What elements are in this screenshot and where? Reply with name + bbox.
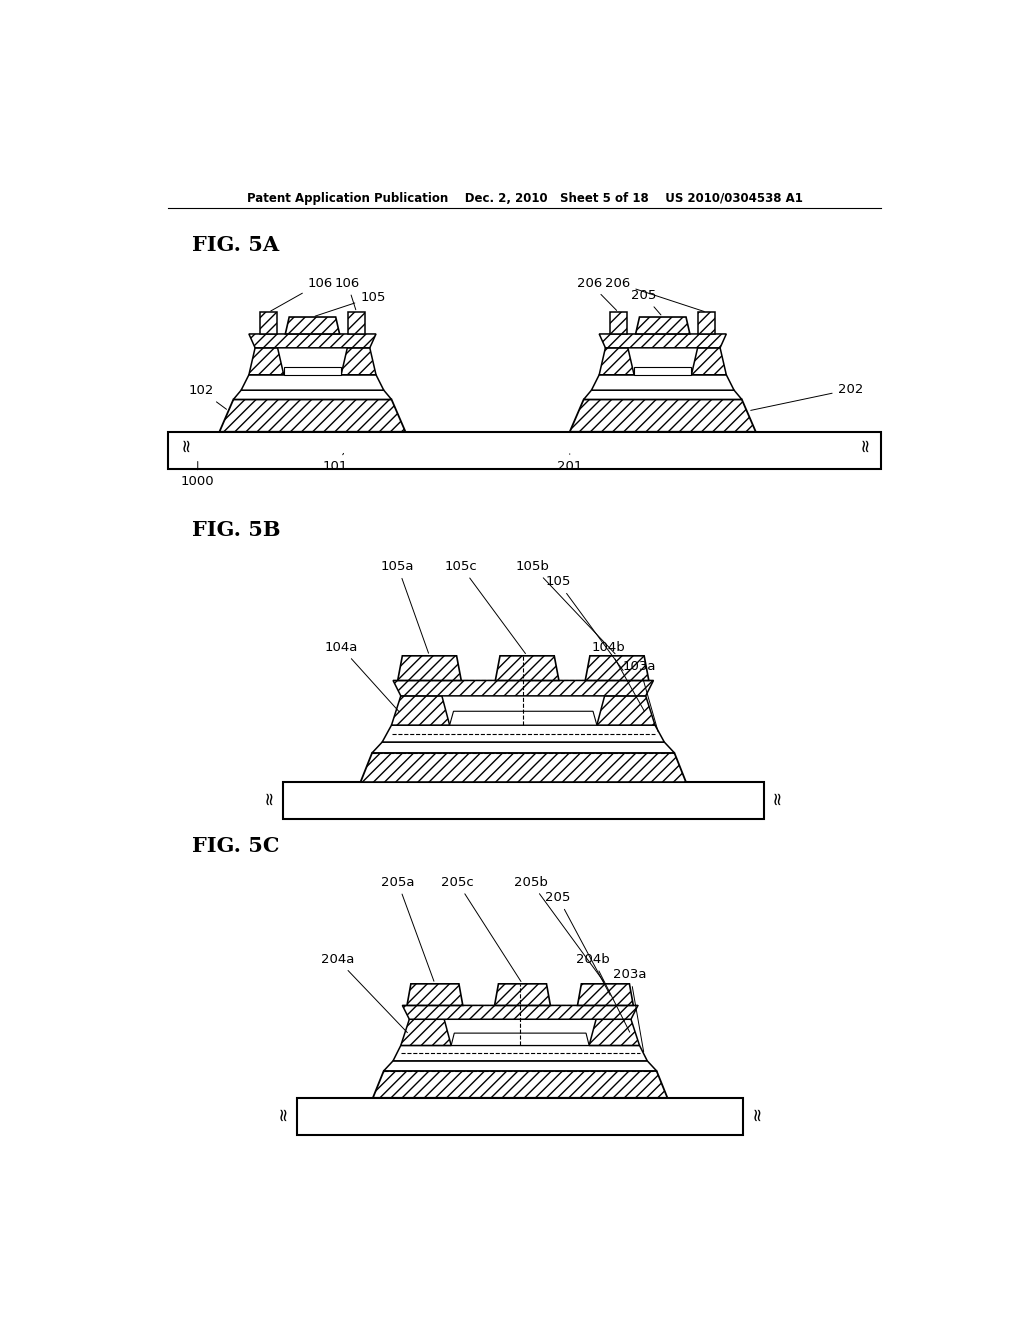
Polygon shape [402,1006,638,1019]
Polygon shape [589,1019,640,1045]
Polygon shape [360,752,686,781]
Polygon shape [341,348,376,375]
Bar [698,313,716,334]
Text: 205: 205 [546,891,610,995]
Polygon shape [233,391,391,400]
Text: 205c: 205c [441,875,521,982]
Polygon shape [382,725,665,742]
Polygon shape [450,711,597,725]
Polygon shape [373,1071,668,1098]
Polygon shape [634,367,691,375]
Bar [610,313,627,334]
Bar [283,781,764,818]
Polygon shape [496,656,559,681]
Text: Patent Application Publication    Dec. 2, 2010   Sheet 5 of 18    US 2010/030453: Patent Application Publication Dec. 2, 2… [247,191,803,205]
Text: ≈: ≈ [274,1106,292,1121]
Polygon shape [249,334,376,348]
Polygon shape [636,317,690,334]
Polygon shape [249,348,284,375]
Text: 202: 202 [751,383,863,411]
Text: ≈: ≈ [260,789,279,805]
Bar [168,432,882,469]
Text: 206: 206 [605,277,705,312]
Polygon shape [397,656,461,681]
Text: 206: 206 [578,277,616,310]
Polygon shape [592,375,734,391]
Text: FIG. 5C: FIG. 5C [191,836,280,855]
Polygon shape [391,696,450,725]
Text: 105a: 105a [381,560,429,653]
Text: 1000: 1000 [181,462,215,488]
Polygon shape [372,742,675,752]
Bar [297,1098,743,1135]
Polygon shape [384,1061,656,1071]
Polygon shape [586,656,649,681]
Text: 105: 105 [315,290,386,317]
Text: 106: 106 [270,277,333,312]
Polygon shape [691,348,726,375]
Text: 204b: 204b [577,953,630,1032]
Text: 101: 101 [323,453,348,473]
Text: 103a: 103a [623,660,658,731]
Text: 102: 102 [189,384,226,409]
Polygon shape [284,367,341,375]
Text: 205a: 205a [381,875,434,981]
Text: 106: 106 [335,277,360,310]
Text: 205b: 205b [514,875,604,982]
Bar [348,313,366,334]
Polygon shape [578,983,633,1006]
Text: 201: 201 [557,454,583,473]
Polygon shape [286,317,340,334]
Text: 105c: 105c [444,560,525,653]
Text: ≈: ≈ [857,437,874,453]
Polygon shape [452,1034,589,1045]
Polygon shape [393,1045,647,1061]
Polygon shape [219,400,406,432]
Text: 105: 105 [546,576,624,671]
Text: 105b: 105b [516,560,615,653]
Text: 203a: 203a [613,968,647,1052]
Polygon shape [584,391,741,400]
Text: 205: 205 [632,289,660,315]
Polygon shape [241,375,384,391]
Polygon shape [569,400,756,432]
Bar [260,313,276,334]
Text: ≈: ≈ [749,1106,766,1121]
Polygon shape [400,1019,452,1045]
Text: FIG. 5B: FIG. 5B [191,520,280,540]
Text: ≈: ≈ [768,789,786,805]
Text: FIG. 5A: FIG. 5A [191,235,279,255]
Polygon shape [599,348,634,375]
Polygon shape [597,696,655,725]
Text: 104b: 104b [592,640,644,711]
Polygon shape [407,983,463,1006]
Text: 104a: 104a [325,640,399,711]
Text: 204a: 204a [321,953,408,1032]
Polygon shape [393,681,653,696]
Polygon shape [599,334,726,348]
Text: ≈: ≈ [177,437,196,453]
Polygon shape [495,983,550,1006]
